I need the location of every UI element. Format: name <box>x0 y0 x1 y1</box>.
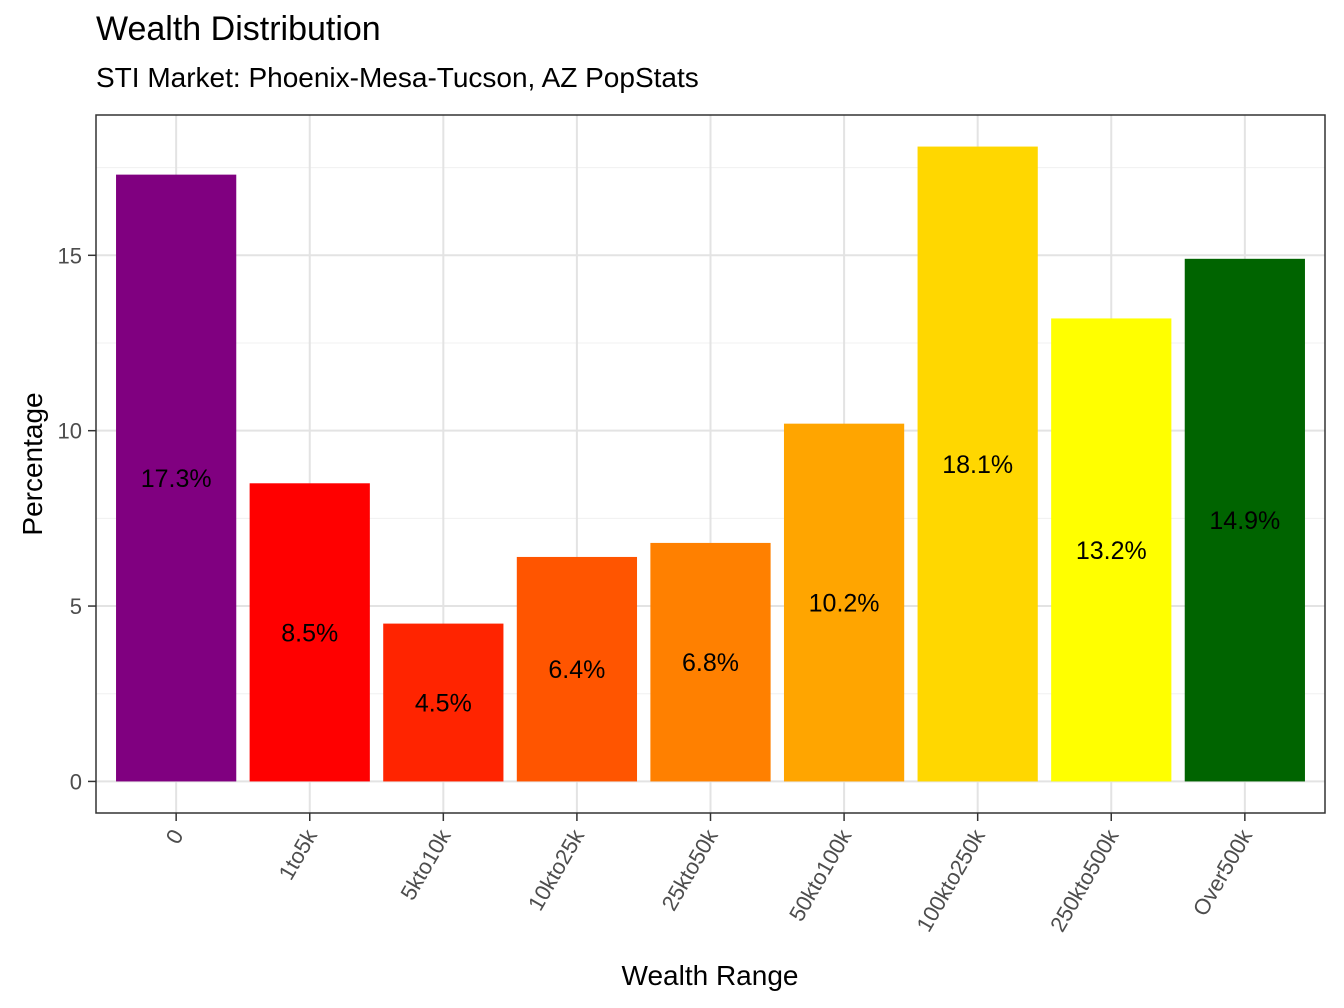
data-labels: 17.3% 8.5% 4.5% 6.4% 6.8% 10.2% 18.1% 13.2% 14.9… <box>141 451 1281 718</box>
x-tick-label: 25kto50k <box>657 824 724 915</box>
x-tick-label: 0 <box>161 825 189 848</box>
bar-Over500k <box>1184 258 1305 782</box>
y-tick-label: 15 <box>58 243 82 268</box>
bars <box>116 146 1305 782</box>
bar-100kto250k <box>917 146 1038 782</box>
y-axis: 0 5 10 15 <box>58 243 96 794</box>
data-label: 6.8% <box>682 649 739 677</box>
x-tick-label: 250kto500k <box>1045 824 1124 936</box>
bar-25kto50k <box>650 542 771 782</box>
data-label: 13.2% <box>1076 537 1147 565</box>
data-label: 17.3% <box>141 465 212 493</box>
bar-5kto10k <box>383 623 504 782</box>
x-tick-label: 50kto100k <box>784 824 857 925</box>
y-axis-title: Percentage <box>17 392 48 535</box>
y-tick-label: 10 <box>58 419 82 444</box>
data-label: 4.5% <box>415 690 472 718</box>
x-tick-label: 10kto25k <box>523 824 590 915</box>
data-label: 18.1% <box>942 451 1013 479</box>
bar-0 <box>116 174 237 782</box>
data-label: 10.2% <box>809 590 880 618</box>
bar-50kto100k <box>783 423 905 782</box>
x-tick-label: 100kto250k <box>911 824 990 936</box>
data-label: 8.5% <box>281 619 338 647</box>
bar-1to5k <box>249 483 370 782</box>
x-axis-title: Wealth Range <box>622 960 799 991</box>
x-axis: 0 1to5k 5kto10k 10kto25k 25kto50k 50kto100k 10… <box>161 813 1258 936</box>
y-tick-label: 0 <box>70 769 82 794</box>
chart-title: Wealth Distribution <box>96 10 381 48</box>
chart-subtitle: STI Market: Phoenix-Mesa-Tucson, AZ PopS… <box>96 62 699 93</box>
data-label: 14.9% <box>1209 507 1280 535</box>
x-tick-label: Over500k <box>1188 824 1258 920</box>
bar-250kto500k <box>1051 318 1172 782</box>
x-tick-label: 5kto10k <box>395 824 456 904</box>
bar-10kto25k <box>516 556 638 782</box>
y-tick-label: 5 <box>70 594 82 619</box>
x-tick-label: 1to5k <box>274 824 323 884</box>
data-label: 6.4% <box>548 656 605 684</box>
